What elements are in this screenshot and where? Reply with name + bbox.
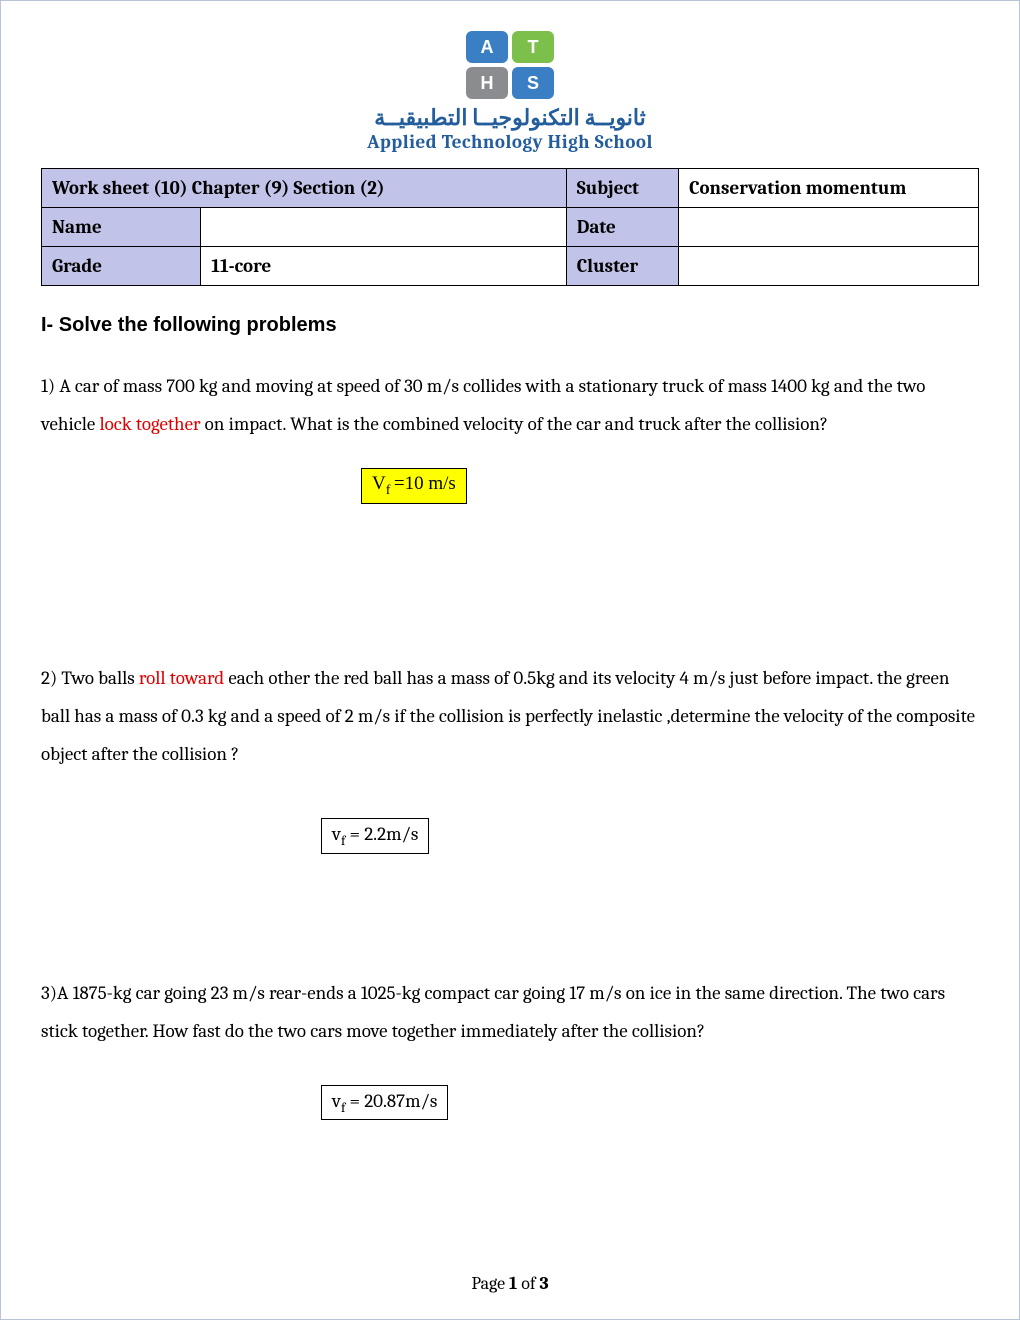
logo-letter: A xyxy=(481,37,494,58)
spacer xyxy=(41,504,979,659)
logo-block-a: A xyxy=(466,31,508,63)
grade-label-cell: Grade xyxy=(42,247,201,286)
answer-1-box: Vf =10 m/s xyxy=(361,468,467,504)
logo-letter: S xyxy=(527,73,539,94)
table-row: Work sheet (10) Chapter (9) Section (2) … xyxy=(42,169,979,208)
answer-1-rest: =10 m/s xyxy=(394,473,456,494)
answer-2-box: vf = 2.2m/s xyxy=(321,818,429,854)
q2-highlight: roll toward xyxy=(139,667,224,689)
page-footer: Page 1 of 3 xyxy=(1,1273,1019,1294)
name-value-cell xyxy=(201,208,566,247)
footer-pre: Page xyxy=(471,1273,509,1294)
logo-block-t: T xyxy=(512,31,554,63)
problem-3: 3)A 1875-kg car going 23 m/s rear-ends a… xyxy=(41,974,979,1050)
spacer xyxy=(41,793,979,813)
date-label-cell: Date xyxy=(566,208,678,247)
answer-1-container: Vf =10 m/s xyxy=(41,463,979,504)
info-table: Work sheet (10) Chapter (9) Section (2) … xyxy=(41,168,979,286)
name-label-cell: Name xyxy=(42,208,201,247)
q1-text-post: on impact. What is the combined velocity… xyxy=(200,413,827,435)
table-row: Grade 11-core Cluster xyxy=(42,247,979,286)
problem-1: 1) A car of mass 700 kg and moving at sp… xyxy=(41,367,979,443)
problem-2: 2) Two balls roll toward each other the … xyxy=(41,659,979,773)
answer-3-rest: = 20.87m/s xyxy=(345,1090,437,1112)
answer-2-prefix: v xyxy=(332,823,341,845)
footer-mid: of xyxy=(517,1273,539,1294)
subject-label-cell: Subject xyxy=(566,169,678,208)
subject-value-cell: Conservation momentum xyxy=(679,169,979,208)
answer-2-rest: = 2.2m/s xyxy=(345,823,418,845)
school-name-arabic: ثانويــة التكنولوجيــا التطبيقيــة xyxy=(41,105,979,131)
answer-3-container: vf = 20.87m/s xyxy=(41,1080,979,1121)
logo-block-s: S xyxy=(512,67,554,99)
spacer xyxy=(41,1070,979,1080)
spacer xyxy=(41,854,979,974)
logo-blocks: A T H S xyxy=(450,31,570,99)
cluster-value-cell xyxy=(679,247,979,286)
q2-text-pre: 2) Two balls xyxy=(41,667,139,689)
table-row: Name Date xyxy=(42,208,979,247)
logo-letter: H xyxy=(481,73,494,94)
answer-3-box: vf = 20.87m/s xyxy=(321,1085,448,1121)
answer-2-container: vf = 2.2m/s xyxy=(41,813,979,854)
cluster-label-cell: Cluster xyxy=(566,247,678,286)
logo-block-h: H xyxy=(466,67,508,99)
grade-value-cell: 11-core xyxy=(201,247,566,286)
worksheet-title-cell: Work sheet (10) Chapter (9) Section (2) xyxy=(42,169,567,208)
school-name-english: Applied Technology High School xyxy=(41,131,979,153)
footer-total-pages: 3 xyxy=(539,1273,548,1294)
answer-3-prefix: v xyxy=(332,1090,341,1112)
header-logo-area: A T H S ثانويــة التكنولوجيــا التطبيقيـ… xyxy=(41,31,979,153)
answer-1-sub: f xyxy=(386,483,394,498)
date-value-cell xyxy=(679,208,979,247)
section-heading: I- Solve the following problems xyxy=(41,314,979,337)
q1-highlight: lock together xyxy=(99,413,200,435)
answer-1-prefix: V xyxy=(372,473,386,494)
worksheet-page: A T H S ثانويــة التكنولوجيــا التطبيقيـ… xyxy=(0,0,1020,1320)
logo-letter: T xyxy=(528,37,539,58)
